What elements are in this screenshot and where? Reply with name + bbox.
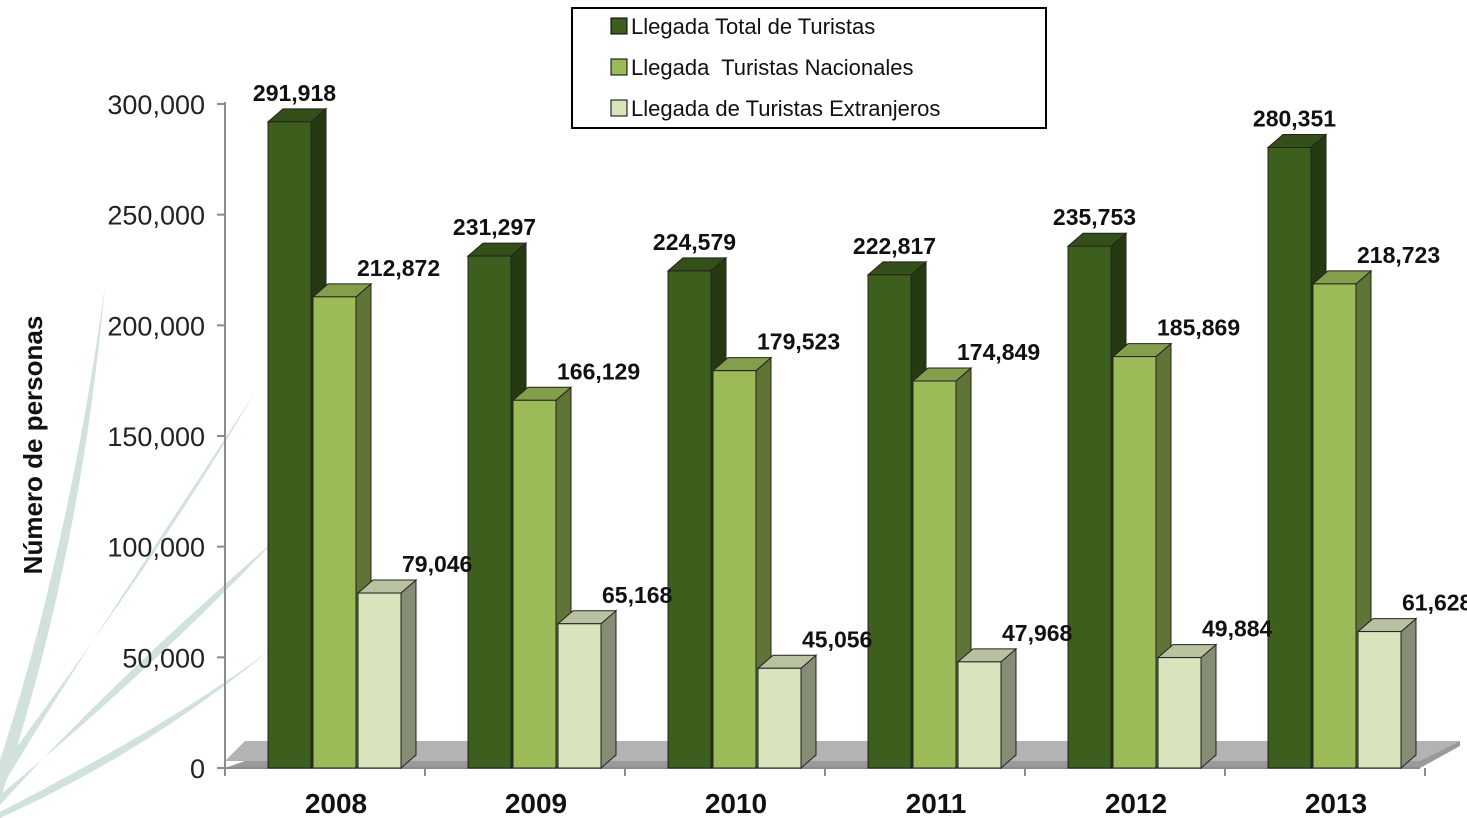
bar bbox=[956, 647, 1018, 770]
x-tick-label: 2011 bbox=[906, 788, 967, 818]
data-label: 218,723 bbox=[1357, 242, 1440, 268]
bar bbox=[1156, 643, 1218, 770]
legend-item-extranjeros: Llegada de Turistas Extranjeros bbox=[610, 96, 940, 121]
bar bbox=[266, 107, 328, 770]
y-tick-label: 50,000 bbox=[122, 643, 205, 673]
legend: Llegada Total de Turistas Llegada Turist… bbox=[571, 7, 1047, 129]
data-label: 47,968 bbox=[1002, 620, 1073, 646]
data-label: 235,753 bbox=[1053, 204, 1136, 230]
data-label: 291,918 bbox=[253, 80, 336, 106]
data-label: 231,297 bbox=[453, 214, 536, 240]
data-label: 222,817 bbox=[853, 233, 936, 259]
data-label: 174,849 bbox=[957, 339, 1040, 365]
legend-label-extranjeros: Llegada de Turistas Extranjeros bbox=[631, 96, 940, 121]
legend-label-nacionales: Llegada Turistas Nacionales bbox=[631, 55, 914, 80]
data-label: 49,884 bbox=[1202, 616, 1273, 642]
y-tick-label: 250,000 bbox=[107, 201, 205, 231]
y-tick-label: 200,000 bbox=[107, 311, 205, 341]
x-tick-label: 2013 bbox=[1305, 788, 1367, 818]
data-label: 224,579 bbox=[653, 229, 736, 255]
y-axis-title: Número de personas bbox=[18, 316, 48, 575]
data-label: 280,351 bbox=[1253, 105, 1336, 131]
legend-swatch-extranjeros bbox=[610, 99, 628, 117]
y-tick-label: 300,000 bbox=[107, 90, 205, 120]
data-label: 166,129 bbox=[557, 358, 640, 384]
x-tick-label: 2012 bbox=[1105, 788, 1167, 818]
legend-swatch-nacionales bbox=[610, 58, 628, 76]
bar bbox=[1356, 617, 1418, 770]
bar bbox=[356, 578, 418, 770]
data-label: 79,046 bbox=[402, 551, 472, 577]
data-label: 179,523 bbox=[757, 329, 840, 355]
y-tick-label: 100,000 bbox=[107, 533, 205, 563]
legend-label-total: Llegada Total de Turistas bbox=[631, 14, 875, 39]
data-label: 45,056 bbox=[802, 626, 872, 652]
legend-swatch-total bbox=[610, 17, 628, 35]
x-tick-label: 2008 bbox=[305, 788, 367, 818]
data-label: 212,872 bbox=[357, 255, 440, 281]
y-tick-label: 150,000 bbox=[107, 422, 205, 452]
legend-item-total: Llegada Total de Turistas bbox=[610, 14, 875, 39]
x-tick-label: 2009 bbox=[505, 788, 567, 818]
data-label: 65,168 bbox=[602, 582, 673, 608]
data-label: 185,869 bbox=[1157, 315, 1240, 341]
bar bbox=[556, 609, 618, 770]
bar bbox=[756, 654, 818, 770]
legend-item-nacionales: Llegada Turistas Nacionales bbox=[610, 55, 914, 80]
data-label: 61,628 bbox=[1402, 590, 1467, 616]
background-leaves bbox=[0, 285, 275, 818]
bar bbox=[711, 356, 773, 770]
x-tick-label: 2010 bbox=[705, 788, 767, 818]
y-tick-label: 0 bbox=[190, 754, 205, 784]
